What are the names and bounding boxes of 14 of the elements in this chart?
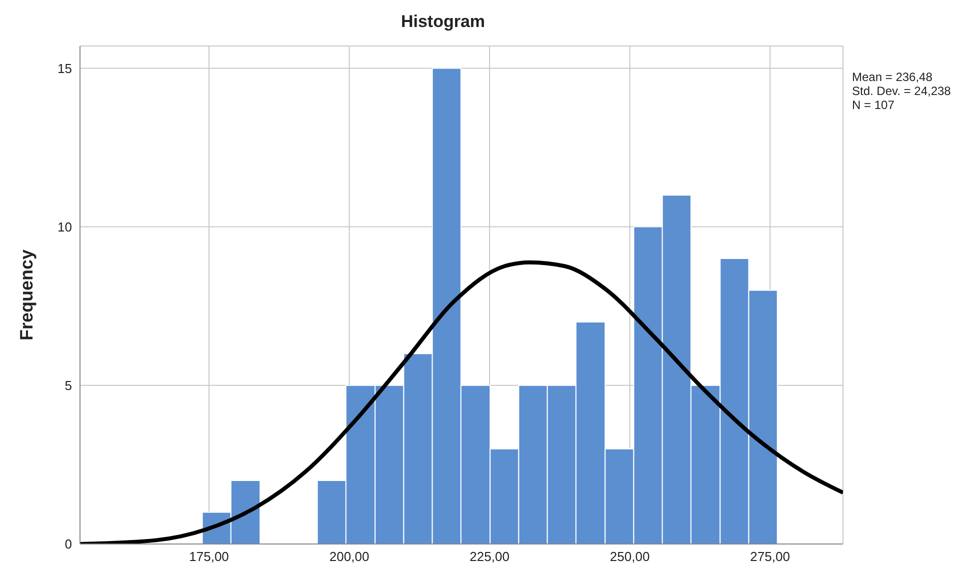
x-tick-label: 175,00 [189,549,229,564]
x-tick-label: 225,00 [470,549,510,564]
text: Mean = 236,48 [852,70,934,84]
x-tick-label: 200,00 [329,549,370,564]
x-tick-label: 250,00 [610,549,650,564]
text: Std. Dev. = 24,238 [852,84,951,98]
y-tick-label: 0 [64,536,72,552]
y-tick-label: 15 [58,60,72,76]
y-tick-label: 5 [64,378,72,394]
y-tick-label: 10 [58,219,72,234]
y-axis-title: Frequency [16,249,36,341]
x-tick-label: 275,00 [750,549,790,564]
text: N = 107 [852,98,896,112]
chart-title: Histogram [400,12,486,32]
